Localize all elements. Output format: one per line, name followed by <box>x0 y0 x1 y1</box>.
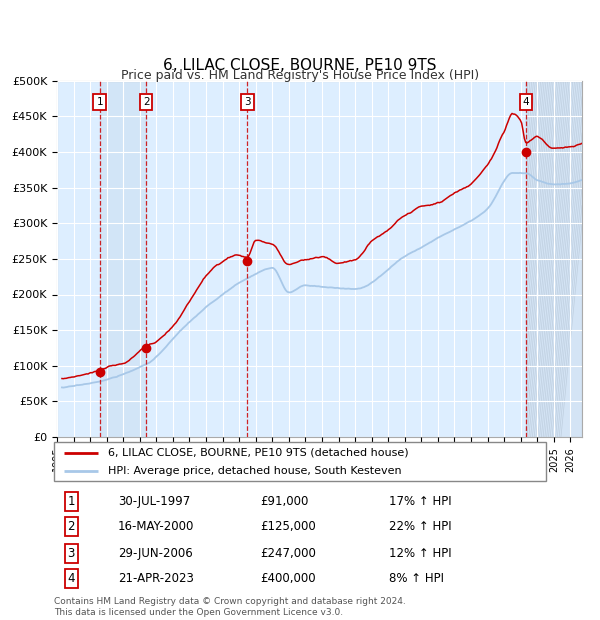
Text: 21-APR-2023: 21-APR-2023 <box>118 572 194 585</box>
Text: £125,000: £125,000 <box>260 520 316 533</box>
FancyBboxPatch shape <box>54 442 546 481</box>
Text: 6, LILAC CLOSE, BOURNE, PE10 9TS (detached house): 6, LILAC CLOSE, BOURNE, PE10 9TS (detach… <box>108 448 409 458</box>
Text: 22% ↑ HPI: 22% ↑ HPI <box>389 520 451 533</box>
Text: Contains HM Land Registry data © Crown copyright and database right 2024.
This d: Contains HM Land Registry data © Crown c… <box>54 598 406 617</box>
Text: 30-JUL-1997: 30-JUL-1997 <box>118 495 190 508</box>
Bar <box>526 81 582 437</box>
Text: 3: 3 <box>68 547 75 560</box>
Text: Price paid vs. HM Land Registry's House Price Index (HPI): Price paid vs. HM Land Registry's House … <box>121 69 479 82</box>
Text: 1: 1 <box>67 495 75 508</box>
Text: 16-MAY-2000: 16-MAY-2000 <box>118 520 194 533</box>
Text: £91,000: £91,000 <box>260 495 309 508</box>
Text: 2: 2 <box>67 520 75 533</box>
Text: 17% ↑ HPI: 17% ↑ HPI <box>389 495 451 508</box>
Text: 8% ↑ HPI: 8% ↑ HPI <box>389 572 443 585</box>
Text: 1: 1 <box>97 97 103 107</box>
Text: 2: 2 <box>143 97 149 107</box>
Text: 29-JUN-2006: 29-JUN-2006 <box>118 547 193 560</box>
Text: HPI: Average price, detached house, South Kesteven: HPI: Average price, detached house, Sout… <box>108 466 402 476</box>
Text: £400,000: £400,000 <box>260 572 316 585</box>
Text: 12% ↑ HPI: 12% ↑ HPI <box>389 547 451 560</box>
Text: 4: 4 <box>67 572 75 585</box>
Text: 4: 4 <box>523 97 529 107</box>
Text: 6, LILAC CLOSE, BOURNE, PE10 9TS: 6, LILAC CLOSE, BOURNE, PE10 9TS <box>163 58 437 73</box>
Text: £247,000: £247,000 <box>260 547 317 560</box>
Bar <box>100 81 146 437</box>
Text: 3: 3 <box>244 97 251 107</box>
